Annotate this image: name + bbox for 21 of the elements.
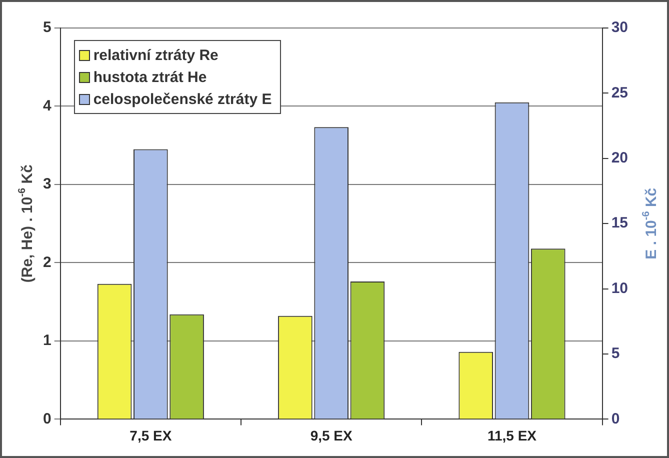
x-tick-label: 7,5 EX [130, 427, 172, 444]
x-tick-label: 11,5 EX [487, 427, 538, 444]
legend-label: relativní ztráty Re [93, 46, 218, 64]
y-tick-label: 1 [43, 332, 52, 350]
y2-tick-label: 30 [611, 19, 628, 36]
y-tick-label: 0 [43, 410, 52, 428]
y2-tick-label: 0 [611, 410, 620, 428]
legend-label: celospolečenské ztráty E [93, 90, 272, 108]
y2-tick-label: 20 [611, 150, 628, 167]
y2-tick-label: 25 [611, 84, 628, 102]
y2-tick-label: 10 [611, 280, 628, 297]
y2-tick-label: 5 [611, 345, 620, 362]
legend-label: hustota ztrát He [93, 68, 207, 86]
y-tick-label: 5 [43, 19, 52, 36]
y2-axis-title: E . 10-6 Kč [640, 188, 660, 260]
y-tick-label: 2 [43, 254, 52, 271]
x-tick-label: 9,5 EX [310, 427, 354, 444]
y-tick-label: 3 [43, 176, 52, 193]
y2-tick-label: 15 [611, 214, 628, 232]
y-axis-title: (Re, He) . 10-6 Kč [16, 164, 36, 283]
y-tick-label: 4 [43, 97, 52, 114]
